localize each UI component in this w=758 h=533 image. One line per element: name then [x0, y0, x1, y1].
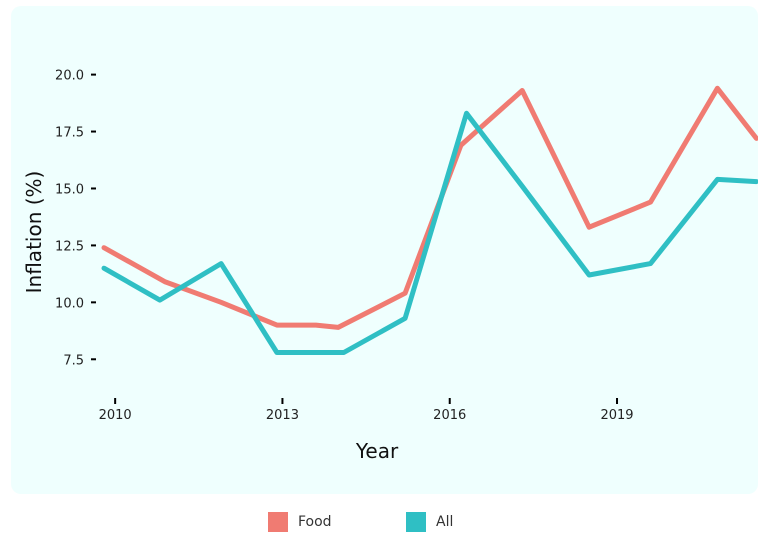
legend-label-food: Food — [298, 514, 332, 530]
all-swatch — [406, 512, 426, 532]
legend-item-all: All — [406, 512, 453, 532]
food-swatch — [268, 512, 288, 532]
y-axis: 7.5 10.0 12.5 15.0 17.5 20.0 — [55, 69, 96, 368]
series-line-food — [101, 85, 758, 330]
y-tick-label: 15.0 — [55, 182, 84, 197]
y-tick-label: 12.5 — [55, 239, 84, 254]
x-tick-label: 2019 — [600, 408, 633, 423]
legend-label-all: All — [436, 514, 454, 530]
x-tick-label: 2010 — [99, 408, 132, 423]
x-tick-label: 2016 — [433, 408, 466, 423]
y-tick-label: 20.0 — [55, 69, 84, 84]
legend-item-food: Food — [268, 512, 332, 532]
y-tick-label: 17.5 — [55, 126, 84, 141]
y-axis-title: Inflation (%) — [22, 171, 46, 294]
plot-area — [101, 85, 758, 355]
line-chart: 7.5 10.0 12.5 15.0 17.5 20.0 2010 2013 2016 2019… — [22, 69, 758, 463]
y-tick-label: 10.0 — [55, 296, 84, 311]
series-line-all — [101, 110, 758, 355]
chart-panel — [11, 6, 758, 494]
legend: Food All — [0, 512, 758, 532]
x-tick-label: 2013 — [266, 408, 299, 423]
x-axis-title: Year — [355, 439, 399, 463]
y-tick-label: 7.5 — [63, 353, 84, 368]
x-axis: 2010 2013 2016 2019 — [99, 398, 634, 423]
